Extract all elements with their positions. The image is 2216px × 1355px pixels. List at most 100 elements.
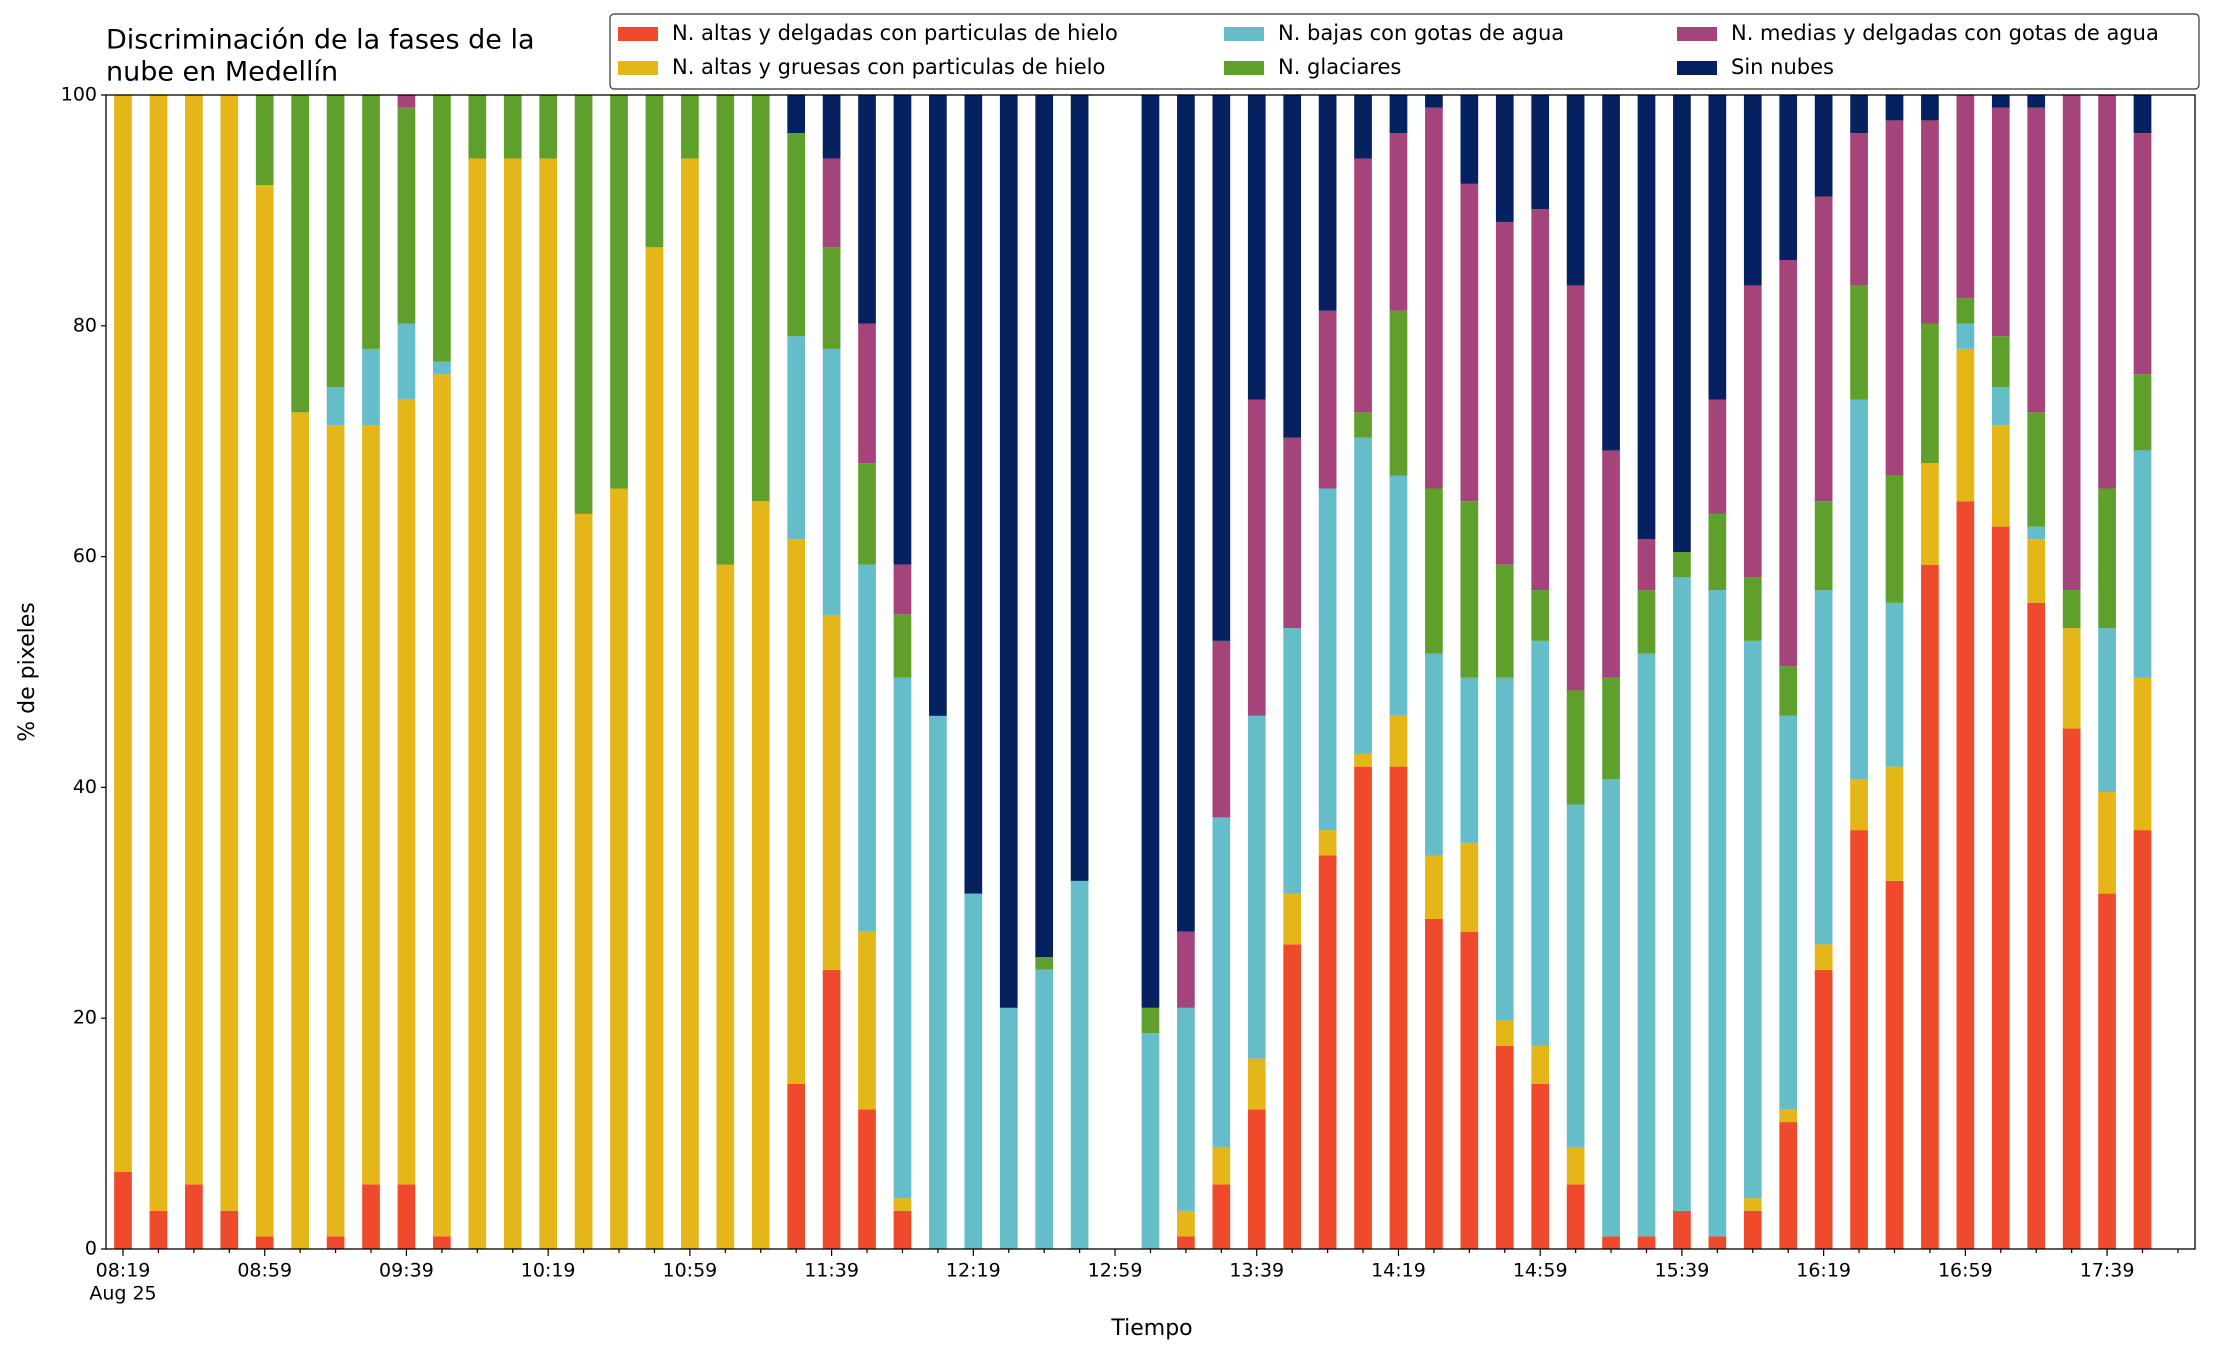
- bar-segment: [1177, 1236, 1195, 1249]
- bar-segment: [433, 95, 451, 362]
- bar-segment: [1566, 1147, 1585, 1185]
- bar-segment: [433, 374, 451, 1237]
- bar-segment: [1956, 501, 1975, 1249]
- bar-segment: [1531, 590, 1550, 641]
- bar-segment: [1141, 1033, 1160, 1249]
- bar-segment: [1814, 501, 1833, 591]
- bar-segment: [1991, 425, 2010, 527]
- bar-segment: [1602, 450, 1620, 678]
- x-tick-label: 09:39: [379, 1260, 434, 1282]
- bar-segment: [2062, 628, 2081, 729]
- bar-segment: [999, 95, 1018, 1008]
- bar-segment: [1743, 95, 1762, 286]
- bar-segment: [326, 425, 345, 1237]
- bar-segment: [1743, 640, 1762, 1199]
- bar-segment: [255, 185, 274, 1237]
- bar-segment: [1283, 628, 1302, 894]
- bar-segment: [1212, 640, 1231, 818]
- bar-segment: [1531, 209, 1550, 591]
- bar-segment: [751, 95, 770, 502]
- bar-segment: [1318, 310, 1337, 489]
- bar-segment: [2133, 830, 2152, 1249]
- bar-segment: [1991, 386, 2010, 426]
- bar-segment: [893, 1210, 912, 1249]
- bar-segment: [1956, 348, 1975, 502]
- bar-segment: [1921, 463, 1939, 565]
- x-tick-label: 14:19: [1371, 1260, 1426, 1282]
- bar-segment: [1637, 590, 1656, 654]
- bar-segment: [822, 247, 841, 349]
- bar-segment: [1991, 526, 2010, 1249]
- bar-segment: [1921, 323, 1939, 464]
- bar-segment: [2062, 590, 2081, 629]
- bar-segment: [255, 1236, 274, 1249]
- bar-segment: [1425, 95, 1443, 108]
- bar-segment: [681, 158, 699, 1250]
- bar-segment: [893, 1198, 912, 1211]
- bar-segment: [1177, 931, 1195, 1008]
- bar-segment: [1602, 779, 1620, 1237]
- bar-segment: [397, 95, 416, 108]
- bar-segment: [220, 95, 239, 1211]
- bar-segment: [858, 1109, 876, 1249]
- bar-segment: [1814, 944, 1833, 970]
- y-axis-label: % de pixeles: [15, 602, 40, 741]
- bar-segment: [1070, 95, 1089, 881]
- bar-segment: [362, 348, 380, 426]
- bar-segment: [2133, 95, 2152, 134]
- bar-segment: [1708, 1236, 1727, 1249]
- bar-segment: [149, 95, 168, 1211]
- bar-segment: [1637, 95, 1656, 540]
- bar-segment: [751, 501, 770, 1249]
- bar-segment: [1354, 95, 1372, 159]
- bar-segment: [999, 1007, 1018, 1249]
- bar-segment: [1035, 957, 1054, 970]
- bar-segment: [1247, 95, 1266, 400]
- bar-segment: [220, 1210, 239, 1249]
- bar-segment: [1318, 830, 1337, 856]
- bar-segment: [1779, 666, 1798, 716]
- bar-segment: [1673, 551, 1691, 578]
- bar-segment: [2133, 374, 2152, 451]
- bar-segment: [1743, 1210, 1762, 1249]
- bar-segment: [1566, 95, 1585, 286]
- x-tick-label: 13:39: [1229, 1260, 1284, 1282]
- y-tick-label: 60: [73, 545, 97, 567]
- bar-segment: [185, 95, 203, 1185]
- y-tick-label: 0: [85, 1238, 97, 1260]
- chart-title: Discriminación de la fases de la: [106, 25, 535, 56]
- bar-segment: [1921, 120, 1939, 324]
- bar-segment: [2133, 677, 2152, 831]
- bar-segment: [893, 614, 912, 678]
- bar-segment: [149, 1210, 168, 1249]
- x-tick-label: 17:39: [2080, 1260, 2135, 1282]
- x-tick-label: 16:59: [1938, 1260, 1993, 1282]
- bar-segment: [1708, 513, 1727, 591]
- bar-segment: [397, 107, 416, 324]
- bar-segment: [1495, 95, 1514, 222]
- bar-segment: [1531, 95, 1550, 210]
- bar-segment: [1177, 1007, 1195, 1211]
- bar-segment: [858, 323, 876, 464]
- bar-segment: [822, 969, 841, 1249]
- bar-segment: [1991, 95, 2010, 108]
- bar-segment: [1885, 880, 1904, 1249]
- bar-segment: [610, 488, 628, 1249]
- bar-segment: [1495, 1020, 1514, 1046]
- bar-segment: [185, 1184, 203, 1249]
- legend-swatch: [1224, 61, 1264, 75]
- bar-segment: [1566, 1184, 1585, 1249]
- bar-segment: [1495, 1045, 1514, 1249]
- bar-segment: [2027, 539, 2046, 603]
- bar-segment: [433, 361, 451, 375]
- bar-segment: [1814, 969, 1833, 1249]
- x-tick-sublabel: Aug 25: [89, 1283, 156, 1305]
- bar-segment: [1212, 817, 1231, 1148]
- bar-segment: [1708, 95, 1727, 400]
- bar-segment: [1495, 564, 1514, 678]
- bar-segment: [1566, 690, 1585, 805]
- y-tick-label: 80: [73, 314, 97, 336]
- bar-segment: [397, 1184, 416, 1249]
- bar-segment: [2027, 95, 2046, 108]
